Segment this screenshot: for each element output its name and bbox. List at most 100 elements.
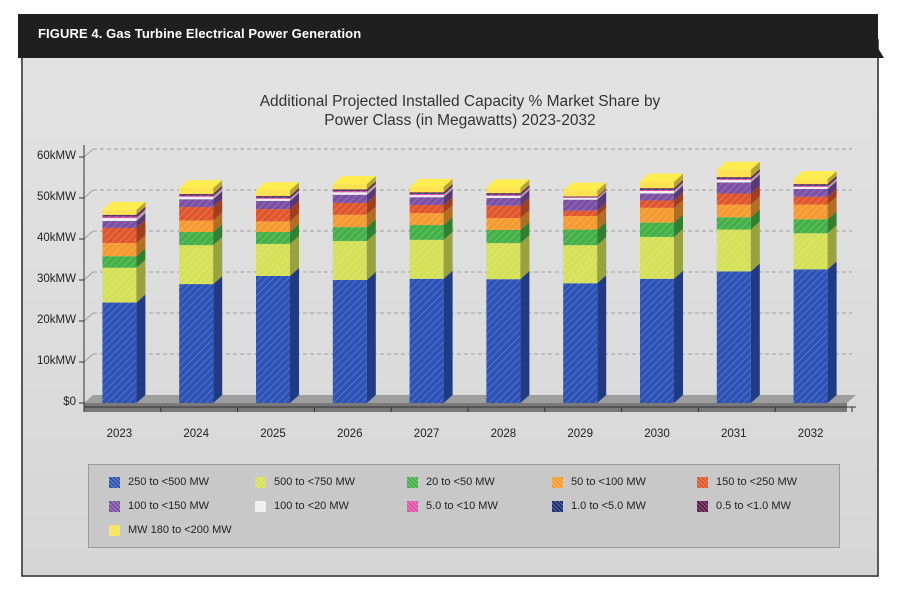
bar-segment-side bbox=[674, 228, 683, 279]
bar-segment-side bbox=[750, 169, 760, 179]
legend-label: 20 to <50 MW bbox=[426, 476, 495, 488]
x-tick-label: 2029 bbox=[567, 428, 593, 440]
bar-segment-texture bbox=[256, 232, 290, 244]
bar-stack-2030 bbox=[640, 173, 683, 403]
bar-segment-side bbox=[827, 176, 837, 186]
bar-segment-texture bbox=[640, 181, 674, 189]
bar-segment-side bbox=[674, 181, 683, 192]
bar-segment-side bbox=[366, 183, 376, 193]
bar-segment-texture bbox=[486, 193, 521, 195]
bar-segment-side bbox=[674, 183, 683, 194]
bar-segment-texture bbox=[640, 207, 674, 223]
bar-segment-side bbox=[290, 235, 299, 276]
bar-segment-side bbox=[674, 214, 683, 237]
bar-segment-texture bbox=[563, 190, 598, 197]
bar-segment-texture bbox=[102, 214, 137, 216]
bar-segment-texture bbox=[716, 217, 751, 230]
bar-stack-2027 bbox=[409, 178, 453, 403]
bar-segment-texture bbox=[409, 193, 444, 194]
legend-label: 0.5 to <1.0 MW bbox=[716, 500, 791, 512]
bar-segment-side bbox=[136, 235, 146, 257]
bar-segment-side bbox=[366, 176, 376, 190]
bar-segment-texture bbox=[332, 189, 367, 191]
bar-segment-texture bbox=[716, 193, 751, 205]
bar-segment-side bbox=[520, 197, 530, 219]
bar-segment-side bbox=[136, 212, 146, 228]
bar-segment-side bbox=[136, 201, 146, 215]
bar-segment-side bbox=[750, 263, 760, 403]
bar-segment-texture bbox=[409, 278, 444, 403]
chart-legend: 250 to <500 MW 500 to <750 MW 20 to <50 MW… bbox=[88, 464, 840, 548]
bar-segment-texture bbox=[716, 204, 751, 218]
bar-segment-side bbox=[366, 219, 376, 242]
bar-segment-texture bbox=[563, 283, 598, 403]
bar-segment-side bbox=[290, 192, 299, 210]
bar-segment-texture bbox=[332, 190, 367, 192]
bar-segment-side bbox=[213, 191, 223, 208]
bar-segment-side bbox=[520, 179, 530, 194]
legend-label: 150 to <250 MW bbox=[716, 476, 798, 488]
bar-segment-texture bbox=[793, 269, 828, 403]
bar-top bbox=[793, 171, 837, 180]
bar-segment-texture bbox=[640, 278, 674, 403]
bar-segment-texture bbox=[102, 227, 137, 244]
bar-top bbox=[332, 176, 376, 185]
bar-segment-texture bbox=[640, 200, 674, 208]
bar-segment-texture bbox=[179, 199, 214, 208]
bar-top bbox=[716, 161, 760, 170]
bar-segment-texture bbox=[332, 184, 367, 190]
legend-swatch bbox=[552, 501, 563, 512]
bar-segment-side bbox=[366, 272, 376, 403]
bar-segment-side bbox=[597, 182, 607, 197]
bar-segment-side bbox=[443, 187, 453, 198]
bar-segment-texture bbox=[486, 279, 521, 403]
bar-segment-side bbox=[520, 235, 530, 280]
bar-segment-side bbox=[750, 185, 760, 205]
bar-segment-side bbox=[674, 270, 683, 403]
bar-stack-2028 bbox=[486, 179, 530, 403]
bar-segment-side bbox=[750, 209, 760, 230]
bar-segment-texture bbox=[793, 184, 828, 185]
bar-segment-texture bbox=[716, 177, 751, 178]
bar-segment-texture bbox=[179, 284, 214, 403]
bar-segment-side bbox=[520, 186, 530, 196]
bar-stack-2029 bbox=[563, 182, 607, 403]
bar-segment-side bbox=[520, 185, 530, 195]
x-tick-label: 2031 bbox=[721, 428, 747, 440]
bar-segment-texture bbox=[102, 243, 137, 257]
bar-segment-texture bbox=[486, 243, 521, 280]
bar-segment-texture bbox=[332, 191, 367, 193]
bar-segment-side bbox=[290, 267, 299, 403]
bar-segment-side bbox=[213, 180, 223, 194]
chart-title: Additional Projected Installed Capacity … bbox=[200, 92, 720, 130]
bar-segment-side bbox=[443, 217, 453, 240]
bar-segment-texture bbox=[716, 177, 751, 179]
bar-segment-side bbox=[366, 233, 376, 280]
bar-segment-texture bbox=[409, 192, 444, 194]
bar-segment-side bbox=[827, 176, 837, 185]
bar-segment-texture bbox=[256, 196, 290, 198]
legend-label: 50 to <100 MW bbox=[571, 476, 646, 488]
bar-segment-texture bbox=[256, 197, 290, 199]
chart-plot-area bbox=[79, 145, 856, 412]
bar-segment-texture bbox=[179, 220, 214, 233]
bar-segment-side bbox=[136, 294, 146, 403]
bar-segment-side bbox=[827, 180, 837, 197]
bar-segment-texture bbox=[793, 179, 828, 185]
bar-segment-texture bbox=[563, 197, 598, 198]
chart-title-line-2: Power Class (in Megawatts) 2023-2032 bbox=[324, 112, 596, 129]
bar-segment-side bbox=[750, 221, 760, 272]
gridline-side bbox=[83, 312, 94, 322]
bar-segment-texture bbox=[256, 195, 290, 197]
bar-segment-side bbox=[520, 185, 530, 194]
bar-segment-side bbox=[827, 211, 837, 234]
bar-segment-texture bbox=[409, 204, 444, 214]
y-tick-label: 50kMW bbox=[37, 191, 76, 203]
bar-segment-side bbox=[827, 225, 837, 270]
bar-segment-side bbox=[213, 187, 223, 197]
bar-segment-texture bbox=[102, 302, 137, 403]
bar-segment-texture bbox=[793, 196, 828, 205]
gridline-side bbox=[83, 148, 94, 158]
bar-segment-side bbox=[290, 224, 299, 244]
bar-segment-texture bbox=[716, 271, 751, 403]
